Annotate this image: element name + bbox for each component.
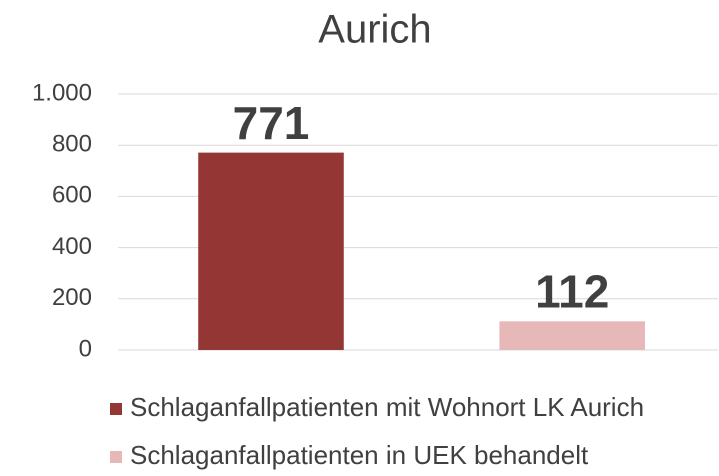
bar <box>499 321 645 350</box>
y-tick-label: 200 <box>52 284 92 311</box>
data-label: 112 <box>535 265 609 317</box>
y-tick-label: 1.000 <box>32 79 92 106</box>
legend-swatch <box>110 451 122 463</box>
y-tick-label: 400 <box>52 233 92 260</box>
legend-label: Schlaganfallpatienten mit Wohnort LK Aur… <box>130 392 644 422</box>
legend-swatch <box>110 403 122 415</box>
data-label: 771 <box>233 97 310 149</box>
y-tick-label: 800 <box>52 131 92 158</box>
y-tick-label: 0 <box>79 335 92 362</box>
bar <box>198 152 344 350</box>
y-tick-label: 600 <box>52 182 92 209</box>
legend-label: Schlaganfallpatienten in UEK behandelt <box>130 440 589 470</box>
chart-title: Aurich <box>318 8 431 52</box>
